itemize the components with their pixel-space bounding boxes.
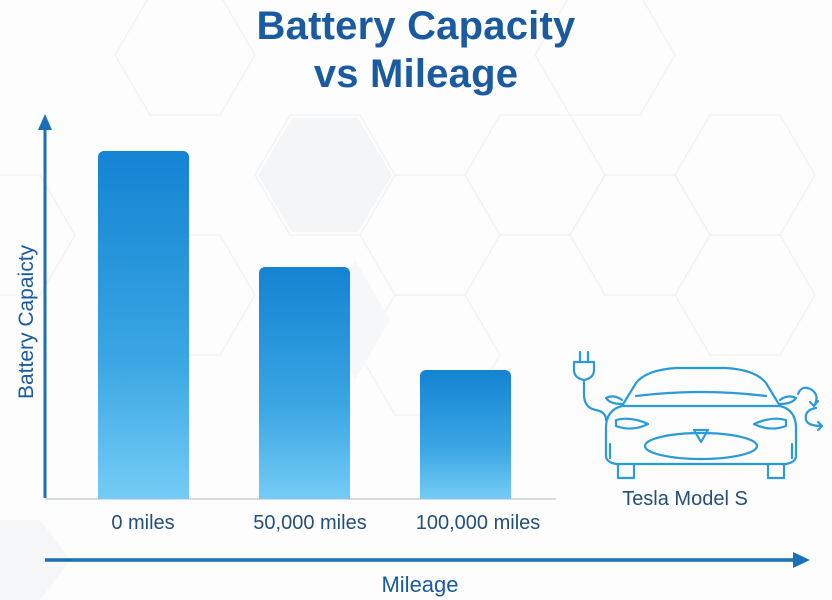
x-tick-100000-miles: 100,000 miles xyxy=(415,512,541,534)
bar-0-miles xyxy=(98,151,189,499)
chart-title-line2: vs Mileage xyxy=(313,52,519,96)
x-axis-arrowhead-icon xyxy=(793,552,810,568)
vehicle-label: Tesla Model S xyxy=(622,488,748,510)
chart-title-line1: Battery Capacity xyxy=(256,4,576,48)
plug-icon xyxy=(572,350,608,422)
car-with-plug-icon xyxy=(572,350,824,480)
x-tick-50000-miles: 50,000 miles xyxy=(253,512,367,534)
refresh-arrows-icon xyxy=(796,386,824,432)
chart-title: Battery Capacity vs Mileage xyxy=(0,2,832,98)
y-axis-arrowhead-icon xyxy=(38,114,52,130)
bar-50000-miles xyxy=(259,267,350,499)
x-tick-0-miles: 0 miles xyxy=(111,512,175,534)
x-axis-label: Mileage xyxy=(381,572,459,597)
y-axis-label: Battery Capaicty xyxy=(15,244,38,400)
bar-100000-miles xyxy=(420,370,511,499)
